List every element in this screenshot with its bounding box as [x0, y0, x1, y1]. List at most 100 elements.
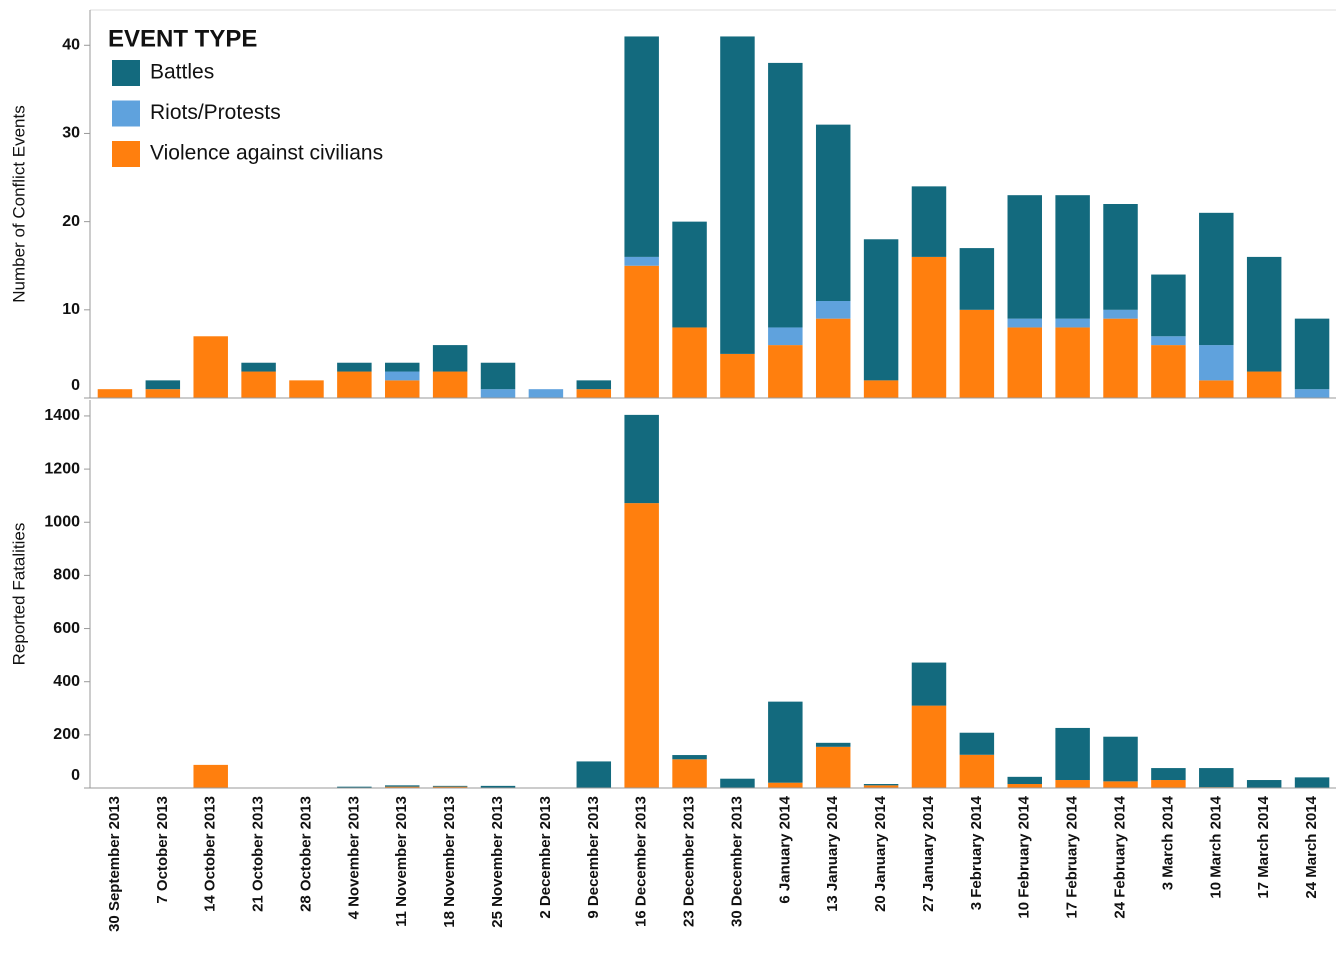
y-tick-label: 600 [53, 620, 80, 637]
bar-segment [624, 503, 659, 788]
bar-segment [1246, 371, 1282, 398]
bar-segment [1151, 345, 1186, 398]
bar-segment [720, 353, 755, 398]
x-tick-label: 10 February 2014 [1016, 795, 1033, 918]
x-tick-label: 30 September 2013 [106, 796, 123, 932]
y-tick-label: 0 [71, 377, 80, 394]
bar-segment [1103, 781, 1138, 788]
bar-segment [385, 785, 420, 787]
bar-segment [1294, 318, 1330, 390]
bar-segment [768, 345, 803, 398]
bar-segment [193, 336, 228, 398]
bar-segment [911, 705, 947, 788]
bar-segment [576, 761, 612, 788]
y-tick-label: 1200 [44, 460, 80, 477]
bar-segment [385, 380, 420, 398]
bar-segment [911, 662, 947, 706]
bar-segment [1007, 318, 1042, 328]
bar-segment [576, 389, 612, 398]
bar-segment [385, 786, 420, 788]
bar-segment [863, 784, 899, 786]
bar-segment [1246, 780, 1282, 788]
bar-segment [959, 754, 995, 788]
bar-segment [193, 764, 228, 788]
bar-segment [672, 755, 707, 760]
legend-item: Riots/Protests [150, 101, 281, 124]
legend-swatch [112, 60, 140, 86]
y-tick-label: 1400 [44, 407, 80, 424]
bar-segment [337, 786, 372, 788]
x-tick-label: 20 January 2014 [872, 795, 889, 912]
bar-segment [1199, 768, 1234, 788]
x-tick-label: 3 March 2014 [1159, 795, 1176, 890]
bar-segment [1007, 784, 1042, 788]
bar-segment [1007, 776, 1042, 785]
x-tick-label: 14 October 2013 [202, 796, 219, 912]
bar-segment [289, 380, 324, 398]
bar-segment [672, 221, 707, 328]
x-tick-label: 24 February 2014 [1111, 795, 1128, 918]
y-axis-title: Number of Conflict Events [9, 105, 28, 302]
bar-segment [432, 785, 468, 787]
bar-segment [959, 309, 995, 398]
y-axis-title: Reported Fatalities [9, 523, 28, 666]
x-tick-label: 17 March 2014 [1255, 795, 1272, 898]
bar-segment [385, 362, 420, 372]
bar-segment [1199, 212, 1234, 346]
bar-segment [672, 759, 707, 788]
bar-segment [145, 380, 181, 390]
bar-segment [1055, 318, 1090, 328]
bar-segment [432, 371, 468, 398]
bar-segment [432, 786, 468, 788]
bar-segment [1103, 736, 1138, 782]
bar-segment [911, 186, 947, 257]
bar-segment [720, 36, 755, 354]
bar-segment [768, 62, 803, 328]
y-tick-label: 20 [62, 213, 80, 230]
x-tick-label: 10 March 2014 [1207, 795, 1224, 898]
bar-segment [959, 248, 995, 310]
bar-segment [1151, 336, 1186, 346]
bar-segment [432, 345, 468, 372]
bar-segment [480, 389, 516, 398]
bar-segment [1199, 380, 1234, 398]
bar-segment [815, 746, 851, 788]
x-tick-label: 24 March 2014 [1303, 795, 1320, 898]
bar-segment [815, 742, 851, 747]
bar-segment [1007, 327, 1042, 398]
bar-segment [863, 785, 899, 788]
bar-segment [1294, 777, 1330, 788]
bar-segment [480, 362, 516, 390]
legend-item: Battles [150, 61, 214, 84]
bar-segment [624, 256, 659, 266]
x-tick-label: 16 December 2013 [633, 796, 650, 927]
y-tick-label: 0 [71, 767, 80, 784]
legend-swatch [112, 100, 140, 127]
bar-segment [1007, 195, 1042, 319]
bar-segment [624, 414, 659, 504]
bar-segment [480, 785, 516, 788]
x-tick-label: 23 December 2013 [681, 796, 698, 927]
bar-segment [624, 265, 659, 398]
bar-segment [1151, 768, 1186, 781]
x-tick-label: 18 November 2013 [441, 796, 458, 928]
x-tick-label: 27 January 2014 [920, 795, 937, 912]
bar-segment [720, 778, 755, 788]
x-tick-label: 25 November 2013 [489, 796, 506, 928]
bar-segment [911, 256, 947, 398]
bar-segment [815, 318, 851, 398]
bar-segment [1103, 318, 1138, 398]
x-tick-label: 28 October 2013 [297, 796, 314, 912]
x-tick-label: 11 November 2013 [393, 796, 410, 927]
bar-segment [337, 371, 372, 398]
bar-segment [768, 327, 803, 346]
x-tick-label: 9 December 2013 [585, 796, 602, 919]
bar-segment [528, 389, 564, 398]
bar-segment [815, 301, 851, 319]
x-tick-label: 4 November 2013 [345, 796, 362, 919]
x-tick-label: 2 December 2013 [537, 796, 554, 919]
bar-segment [385, 371, 420, 381]
y-tick-label: 10 [62, 301, 80, 318]
